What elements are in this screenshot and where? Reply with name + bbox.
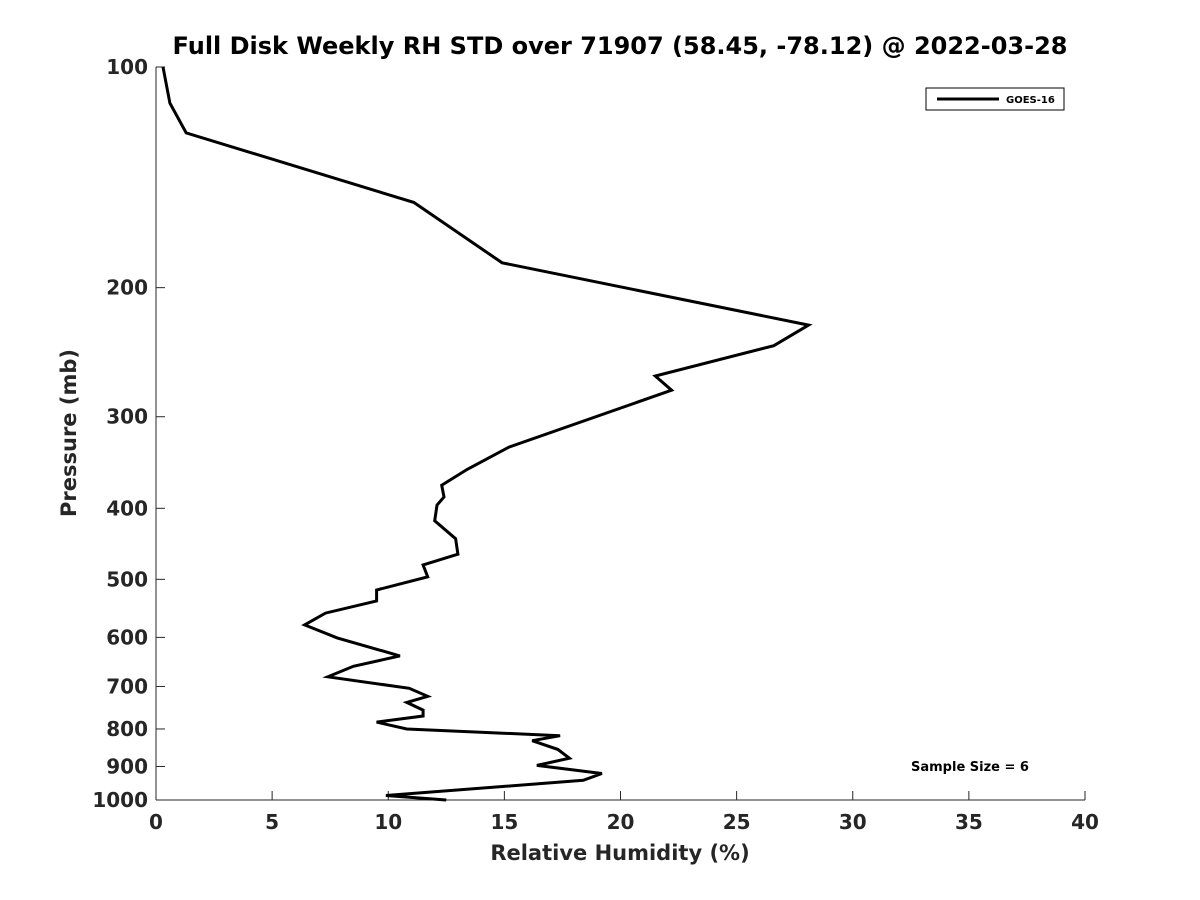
y-tick-label: 400 xyxy=(106,496,148,520)
y-tick-label: 900 xyxy=(106,754,148,778)
y-tick-label: 300 xyxy=(106,405,148,429)
legend: GOES-16 xyxy=(925,87,1065,111)
y-tick-label: 200 xyxy=(106,276,148,300)
y-axis-label: Pressure (mb) xyxy=(57,349,81,517)
y-tick-label: 800 xyxy=(106,717,148,741)
x-tick-label: 20 xyxy=(607,810,635,834)
x-tick-label: 30 xyxy=(839,810,867,834)
x-tick-label: 5 xyxy=(265,810,279,834)
x-tick-label: 35 xyxy=(955,810,983,834)
x-tick-label: 25 xyxy=(723,810,751,834)
x-tick-label: 0 xyxy=(149,810,163,834)
x-tick-label: 15 xyxy=(490,810,518,834)
series-layer xyxy=(161,66,813,802)
y-tick-label: 600 xyxy=(106,625,148,649)
x-axis-label: Relative Humidity (%) xyxy=(490,841,749,865)
y-tick-label: 1000 xyxy=(92,788,148,812)
y-tick-label: 700 xyxy=(106,674,148,698)
x-tick-label: 40 xyxy=(1071,810,1099,834)
y-tick-label: 500 xyxy=(106,567,148,591)
series-line-goes-16 xyxy=(161,66,813,802)
axis-ticks: 0 5 10 15 20 25 30 35 40 100 200 300 400 500 600 700 800… xyxy=(92,55,1099,834)
sample-size-note: Sample Size = 6 xyxy=(911,760,1029,775)
chart-title: Full Disk Weekly RH STD over 71907 (58.4… xyxy=(173,32,1068,60)
legend-label-goes-16: GOES-16 xyxy=(1006,95,1055,106)
x-tick-label: 10 xyxy=(374,810,402,834)
y-tick-label: 100 xyxy=(106,55,148,79)
